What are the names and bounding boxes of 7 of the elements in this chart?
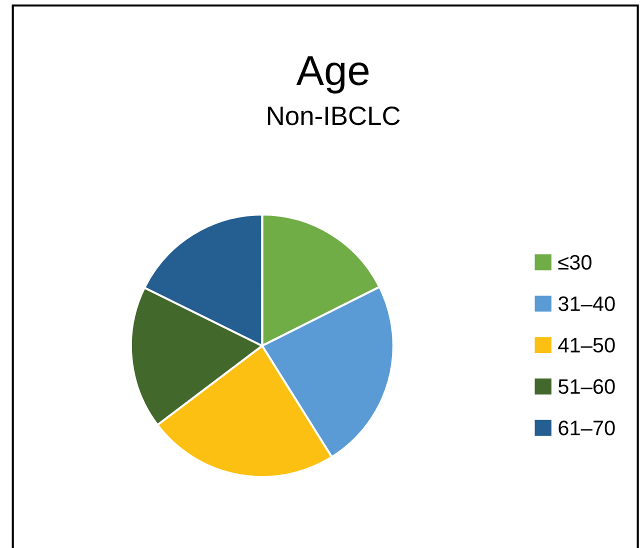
- legend-label: ≤30: [558, 254, 592, 270]
- legend-label: 61–70: [558, 420, 615, 436]
- chart-subtitle: Non-IBCLC: [268, 106, 400, 126]
- legend-label: 31–40: [558, 296, 615, 312]
- legend-label: 51–60: [558, 379, 615, 394]
- legend-label: 41–50: [558, 338, 615, 353]
- chart-title: Age: [296, 56, 369, 94]
